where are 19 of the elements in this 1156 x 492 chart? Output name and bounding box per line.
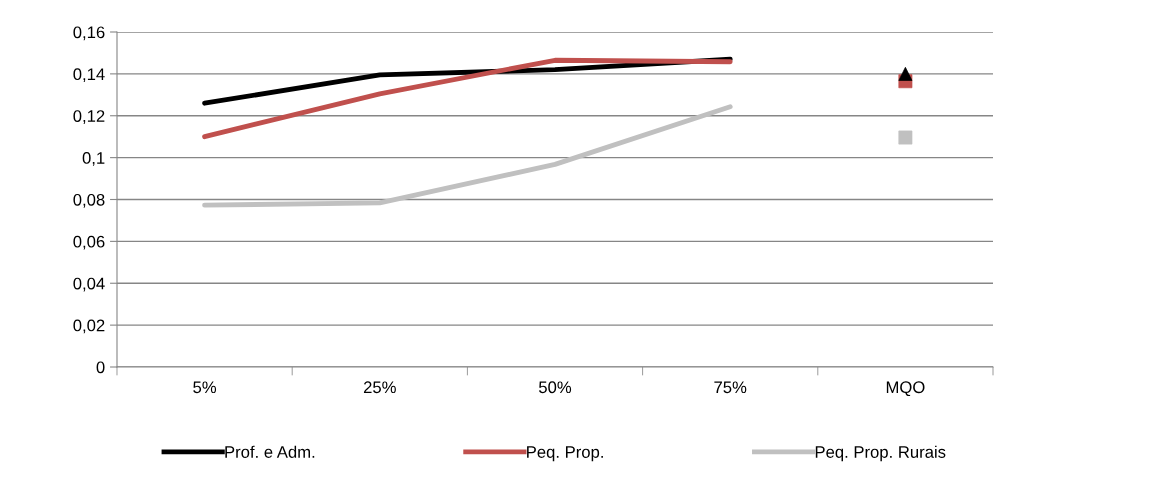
line-series [202,104,733,208]
y-tick-label: 0,08 [73,193,105,208]
x-tick-label: 50% [538,381,572,394]
y-tick-label: 0,16 [73,26,105,41]
x-tick-label: 5% [193,381,217,394]
y-tick-label: 0,14 [73,68,105,83]
y-tick-label: 0,1 [82,152,105,166]
x-tick-label: MQO [886,381,925,397]
legend-label: Peq. Prop. [527,446,603,462]
line-series [202,57,733,140]
y-tick-label: 0,02 [73,319,105,334]
y-tick-label: 0 [96,361,105,374]
y-tick-label: 0,06 [73,235,105,250]
x-tick-label: 25% [363,381,396,394]
x-tick-label: 75% [714,381,747,394]
y-tick-label: 0,04 [73,277,105,292]
y-tick-label: 0,12 [73,110,105,124]
legend-label: Peq. Prop. Rurais [815,445,946,462]
legend-label: Prof. e Adm. [225,445,315,458]
